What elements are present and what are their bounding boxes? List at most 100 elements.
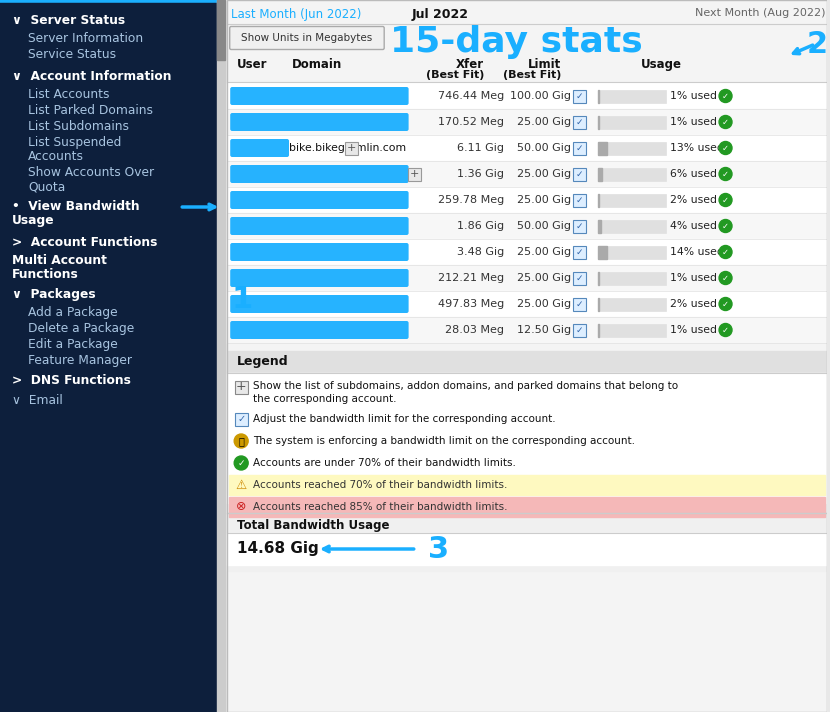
Text: 6% used: 6% used [670,169,717,179]
FancyBboxPatch shape [573,194,585,206]
Circle shape [719,219,732,233]
FancyBboxPatch shape [573,115,585,128]
Text: 3: 3 [428,535,449,563]
Text: ∨  Server Status: ∨ Server Status [12,14,125,27]
Text: 50.00 Gig: 50.00 Gig [517,143,571,153]
Text: 497.83 Meg: 497.83 Meg [438,299,505,309]
Text: 25.00 Gig: 25.00 Gig [517,247,571,257]
Text: 1% used: 1% used [670,91,717,101]
Text: Show Accounts Over: Show Accounts Over [28,166,154,179]
Bar [227,213,828,239]
FancyBboxPatch shape [573,246,585,258]
Text: Quota: Quota [28,180,66,193]
Bar [227,373,828,503]
Text: 259.78 Meg: 259.78 Meg [438,195,505,205]
Circle shape [719,298,732,310]
Text: (Best Fit): (Best Fit) [426,70,485,80]
Text: ✓: ✓ [575,325,583,335]
Text: ✓: ✓ [575,169,583,179]
Bar [217,0,225,712]
Text: Accounts are under 70% of their bandwidth limits.: Accounts are under 70% of their bandwidt… [253,458,516,468]
Text: Usage: Usage [641,58,681,71]
Text: 1.36 Gig: 1.36 Gig [457,169,505,179]
FancyBboxPatch shape [230,191,408,209]
Text: (Best Fit): (Best Fit) [503,70,561,80]
Circle shape [719,167,732,181]
Bar [227,317,828,343]
Text: 14% used: 14% used [670,247,724,257]
Text: User: User [237,58,268,71]
Bar [217,0,225,60]
Circle shape [719,246,732,258]
Bar [598,219,601,233]
Bar [598,246,666,258]
Text: ∨  Email: ∨ Email [12,394,63,407]
Bar [227,83,828,109]
Bar [598,142,607,155]
Circle shape [719,115,732,128]
Bar [598,194,666,206]
FancyBboxPatch shape [230,139,289,157]
Text: ✓: ✓ [575,248,583,256]
Text: ✓: ✓ [575,300,583,308]
Bar [598,167,602,181]
Text: Multi Account: Multi Account [12,254,107,267]
Text: 2: 2 [807,30,828,59]
FancyBboxPatch shape [573,142,585,155]
Text: ✓: ✓ [722,222,729,231]
Bar [598,115,666,128]
Circle shape [719,271,732,285]
Bar [598,298,599,310]
Circle shape [719,142,732,155]
Bar [227,533,828,565]
Text: >  DNS Functions: > DNS Functions [12,374,131,387]
Text: 212.21 Meg: 212.21 Meg [438,273,505,283]
Bar [227,513,828,571]
Text: 12.50 Gig: 12.50 Gig [517,325,571,335]
Text: ✓: ✓ [237,459,245,468]
FancyBboxPatch shape [573,167,585,181]
Text: 4% used: 4% used [670,221,717,231]
Bar [227,161,828,187]
Text: Usage: Usage [12,214,55,227]
Text: •  View Bandwidth: • View Bandwidth [12,200,139,213]
Text: ✓: ✓ [575,221,583,231]
Text: Show Units in Megabytes: Show Units in Megabytes [242,33,373,43]
Text: ✓: ✓ [722,274,729,283]
Text: The system is enforcing a bandwidth limit on the corresponding account.: The system is enforcing a bandwidth limi… [253,436,635,446]
Text: Feature Manager: Feature Manager [28,354,132,367]
FancyBboxPatch shape [573,323,585,337]
FancyBboxPatch shape [230,217,408,235]
Text: Jul 2022: Jul 2022 [412,8,469,21]
Text: Total Bandwidth Usage: Total Bandwidth Usage [237,518,390,531]
FancyBboxPatch shape [230,87,408,105]
FancyBboxPatch shape [230,269,408,287]
Text: Limit: Limit [528,58,561,71]
Bar [227,239,828,265]
Text: 25.00 Gig: 25.00 Gig [517,169,571,179]
FancyBboxPatch shape [573,90,585,103]
Text: Service Status: Service Status [28,48,116,61]
Bar [598,194,599,206]
Text: 15-day stats: 15-day stats [390,25,642,59]
Text: bike.bikegremlin.com: bike.bikegremlin.com [289,143,406,153]
FancyBboxPatch shape [408,167,421,181]
Text: 2% used: 2% used [670,195,717,205]
Text: Show the list of subdomains, addon domains, and parked domains that belong to: Show the list of subdomains, addon domai… [253,381,678,391]
Text: 1% used: 1% used [670,117,717,127]
Text: +: + [236,380,247,394]
Text: Edit a Package: Edit a Package [28,338,118,351]
Text: 1% used: 1% used [670,325,717,335]
Text: 1.86 Gig: 1.86 Gig [457,221,505,231]
Text: ✓: ✓ [722,170,729,179]
Circle shape [234,434,248,448]
FancyBboxPatch shape [230,113,408,131]
Text: ⚠: ⚠ [236,478,247,491]
Bar [598,167,666,181]
Text: ⊗: ⊗ [236,501,247,513]
Bar [229,497,825,517]
Text: ✓: ✓ [575,273,583,283]
Text: ✓: ✓ [722,326,729,335]
Text: 14.68 Gig: 14.68 Gig [237,542,319,557]
Text: 170.52 Meg: 170.52 Meg [438,117,505,127]
